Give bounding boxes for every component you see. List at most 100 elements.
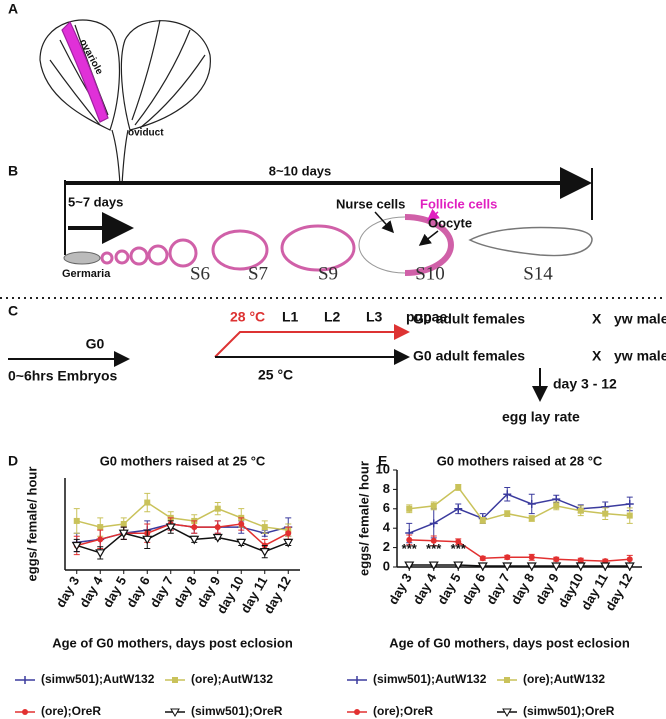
x-tick-label: day 6 xyxy=(459,571,489,607)
point xyxy=(551,562,562,572)
point xyxy=(453,561,464,571)
point xyxy=(526,562,537,572)
stage: S14 xyxy=(523,263,553,284)
point xyxy=(430,502,437,509)
point xyxy=(428,561,439,571)
x-tick-label: day 4 xyxy=(410,570,440,607)
arrow xyxy=(426,208,440,221)
series-line xyxy=(76,523,289,547)
temp-label: 25 °C xyxy=(258,367,293,383)
stage-label: L3 xyxy=(366,309,383,325)
y-tick-label: 8 xyxy=(383,481,390,496)
oviduct-label: oviduct xyxy=(128,128,164,139)
point xyxy=(502,562,513,572)
point xyxy=(214,505,221,512)
ovary-drawing xyxy=(39,19,211,186)
x-tick-label: day 3 xyxy=(385,571,415,607)
legend-label: (ore);AutW132 xyxy=(191,672,273,686)
point xyxy=(406,536,413,543)
males-label: yw males xyxy=(614,348,666,364)
panel-label: E xyxy=(378,453,387,469)
annotation: *** xyxy=(451,541,467,556)
legend-marker xyxy=(504,677,510,683)
point xyxy=(575,562,586,572)
series-line xyxy=(409,486,630,522)
point xyxy=(191,524,198,531)
point xyxy=(504,554,511,561)
point xyxy=(430,537,437,544)
point xyxy=(455,484,462,491)
follicle-label: Follicle cells xyxy=(420,196,497,211)
point xyxy=(624,562,635,572)
y-tick-label: 0 xyxy=(383,558,390,573)
legend-label: (simw501);AutW132 xyxy=(373,672,487,686)
point xyxy=(479,517,486,524)
y-axis-title: eggs/ female/ hour xyxy=(356,461,371,576)
legend-marker xyxy=(170,708,180,718)
point xyxy=(553,556,560,563)
males-label: yw males xyxy=(614,311,666,327)
point xyxy=(261,524,268,531)
point xyxy=(429,519,438,528)
point xyxy=(142,535,153,545)
embryos-label: 0~6hrs Embryos xyxy=(8,368,118,384)
y-tick-label: 4 xyxy=(383,520,391,535)
stage-labels: S6 S7 S9 S10 S14 xyxy=(190,263,553,284)
stage-label: L1 xyxy=(282,309,299,325)
point xyxy=(527,499,536,508)
point xyxy=(626,556,633,563)
x-tick-label: day 7 xyxy=(483,571,513,607)
y-axis-title: eggs/ female/ hour xyxy=(24,467,39,582)
females-label: G0 adult females xyxy=(413,348,525,364)
x-tick-label: day 5 xyxy=(434,571,464,607)
legend-label: (simw501);OreR xyxy=(523,704,615,718)
series-line xyxy=(409,539,630,562)
point xyxy=(236,538,247,548)
point xyxy=(503,490,512,499)
panel-label: B xyxy=(8,163,18,179)
point xyxy=(404,561,415,571)
panel-label: A xyxy=(8,1,18,17)
point xyxy=(577,507,584,514)
y-tick-label: 10 xyxy=(376,461,390,476)
series-line xyxy=(408,493,630,534)
chart-title: G0 mothers raised at 25 °C xyxy=(100,453,266,468)
point xyxy=(553,502,560,509)
y-tick-label: 6 xyxy=(383,500,390,515)
duration-label: 5~7 days xyxy=(68,194,123,209)
point xyxy=(406,505,413,512)
point xyxy=(477,562,488,572)
point xyxy=(97,536,104,543)
point xyxy=(212,533,223,543)
legend-label: (simw501);AutW132 xyxy=(41,672,155,686)
annotation: *** xyxy=(426,541,442,556)
x-axis-title: Age of G0 mothers, days post eclosion xyxy=(52,635,293,650)
legend-label: (ore);AutW132 xyxy=(523,672,605,686)
x-tick-label: day 8 xyxy=(508,571,538,607)
duration-label: 8~10 days xyxy=(269,163,332,178)
point xyxy=(283,538,294,548)
point xyxy=(120,521,127,527)
stage: S9 xyxy=(318,263,338,284)
cross-label: X xyxy=(592,311,602,327)
legend-marker xyxy=(502,708,512,718)
stage: S6 xyxy=(190,263,210,284)
days-label: day 3 - 12 xyxy=(553,376,617,392)
females-label: G0 adult females xyxy=(413,311,525,327)
oocyte-label: Oocyte xyxy=(428,215,472,230)
cross-label: X xyxy=(592,348,602,364)
point xyxy=(600,562,611,572)
point xyxy=(454,504,463,513)
x-axis-title: Age of G0 mothers, days post eclosion xyxy=(389,635,630,650)
legend-label: (ore);OreR xyxy=(41,704,101,718)
germaria-label: Germaria xyxy=(62,268,111,280)
arrow xyxy=(374,211,395,234)
point xyxy=(95,549,106,559)
legend-marker xyxy=(172,677,178,683)
stage: S10 xyxy=(415,263,445,284)
legend-marker xyxy=(22,709,28,715)
point xyxy=(455,538,462,545)
annotation: *** xyxy=(402,541,418,556)
arrow xyxy=(214,324,410,358)
charts: D G0 mothers raised at 25 °C eggs/ female/… xyxy=(8,453,642,718)
